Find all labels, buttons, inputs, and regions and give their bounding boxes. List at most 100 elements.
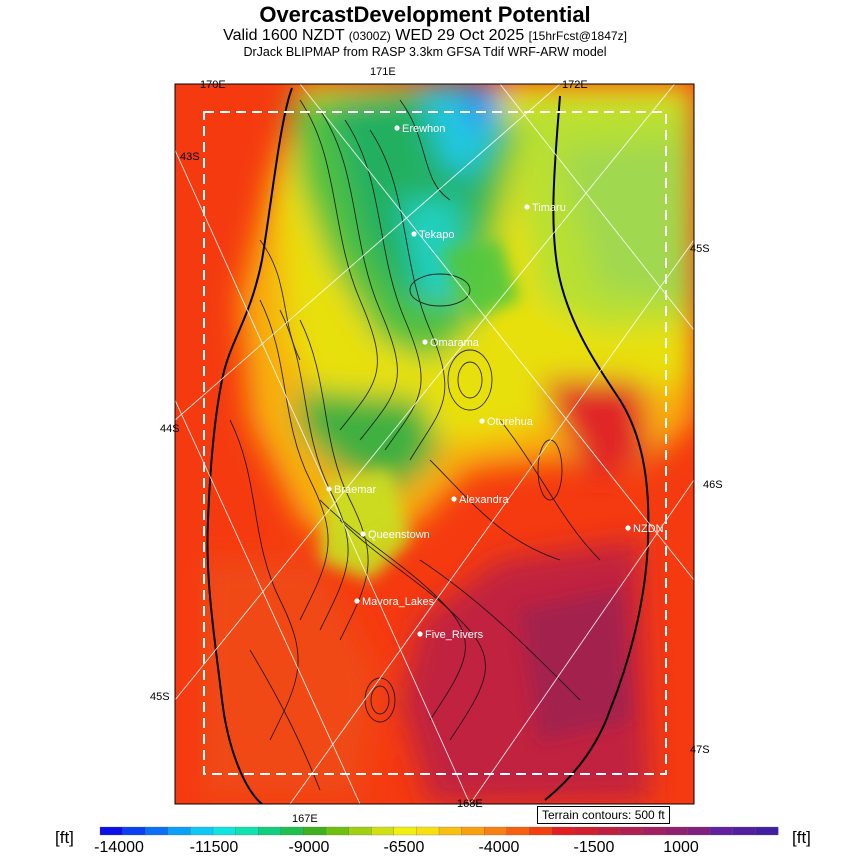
map-frame xyxy=(174,83,695,805)
colorbar-swatch xyxy=(506,826,530,836)
colorbar-swatch xyxy=(99,826,124,836)
city-label: NZDN xyxy=(633,523,664,535)
valid-time: Valid 1600 NZDT (0300Z) WED 29 Oct 2025 … xyxy=(0,27,850,45)
city-queenstown: Queenstown xyxy=(360,529,430,541)
city-label: Alexandra xyxy=(459,494,509,506)
lon-label-168e: 168E xyxy=(457,798,483,810)
lat-label-43s: 43S xyxy=(180,151,200,163)
colorbar-label-3: -9000 xyxy=(289,839,330,856)
colorbar-label-7: 1000 xyxy=(663,839,699,856)
city-markers: Erewhon Timaru Tekapo Omarama Oturehua Braema… xyxy=(326,123,664,641)
colorbar-label-5: -4000 xyxy=(479,839,520,856)
city-braemar: Braemar xyxy=(326,484,377,496)
city-tekapo: Tekapo xyxy=(411,229,454,241)
city-label: Omarama xyxy=(430,337,480,349)
colorbar-swatch xyxy=(212,826,237,836)
colorbar-unit-right: [ft] xyxy=(792,828,811,847)
lat-label-45s-left: 45S xyxy=(150,691,170,703)
city-label: Queenstown xyxy=(368,529,430,541)
colorbar-swatch xyxy=(258,826,282,836)
city-dot xyxy=(625,525,631,531)
colorbar-swatch xyxy=(619,826,643,836)
terrain-contours xyxy=(229,99,601,791)
colorbar-swatch xyxy=(597,826,621,836)
colorbar xyxy=(99,826,779,836)
lon-label-171e: 171E xyxy=(370,66,396,78)
colorbar-swatch xyxy=(167,826,191,836)
colorbar-swatch xyxy=(732,826,756,836)
lat-label-46s: 46S xyxy=(703,479,723,491)
city-five-rivers: Five_Rivers xyxy=(417,629,484,641)
city-label: Erewhon xyxy=(402,123,445,135)
city-dot xyxy=(394,125,400,131)
lat-label-45s-right: 45S xyxy=(690,243,710,255)
colorbar-swatch xyxy=(122,826,146,836)
colorbar-swatch xyxy=(710,826,734,836)
colorbar-swatch xyxy=(664,826,689,836)
valid-prefix: Valid 1600 NZDT xyxy=(223,27,345,44)
model-info: DrJack BLIPMAP from RASP 3.3km GFSA Tdif… xyxy=(243,45,607,59)
city-label: Timaru xyxy=(532,202,566,214)
colorbar-swatch xyxy=(371,826,395,836)
colorbar-label-2: -11500 xyxy=(190,839,239,856)
colorbar-swatch xyxy=(687,826,711,836)
city-dot xyxy=(411,231,417,237)
city-dot xyxy=(479,418,485,424)
colorbar-swatch xyxy=(484,826,508,836)
city-label: Five_Rivers xyxy=(425,629,484,641)
city-dot xyxy=(451,496,457,502)
colorbar-labels: -14000 -11500 -9000 -6500 -4000 -1500 10… xyxy=(94,839,699,856)
colorbar-swatch xyxy=(280,826,304,836)
colorbar-unit-left: [ft] xyxy=(55,828,74,847)
city-dot xyxy=(360,531,366,537)
forecast-info: [15hrFcst@1847z] xyxy=(528,29,627,43)
colorbar-swatch xyxy=(325,826,350,836)
lon-label-167e: 167E xyxy=(292,813,318,825)
city-label: Tekapo xyxy=(419,229,454,241)
city-mavora-lakes: Mavora_Lakes xyxy=(354,596,435,608)
city-omarama: Omarama xyxy=(422,337,480,349)
valid-date: WED 29 Oct 2025 xyxy=(395,27,525,44)
colorbar-label-6: -1500 xyxy=(574,839,615,856)
city-alexandra: Alexandra xyxy=(451,494,509,506)
lat-lon-grid xyxy=(175,84,694,804)
city-dot xyxy=(524,204,530,210)
city-label: Oturehua xyxy=(487,416,534,428)
colorbar-swatch xyxy=(145,826,169,836)
lon-label-172e: 172E xyxy=(562,79,588,91)
colorbar-swatch xyxy=(303,826,327,836)
colorbar-swatch xyxy=(348,826,372,836)
colorbar-swatch xyxy=(574,826,598,836)
colorbar-swatch xyxy=(190,826,214,836)
city-timaru: Timaru xyxy=(524,202,566,214)
colorbar-label-1: -14000 xyxy=(94,839,144,856)
colorbar-swatch xyxy=(235,826,259,836)
field-layer xyxy=(175,84,694,804)
city-nzdn: NZDN xyxy=(625,523,664,535)
colorbar-swatch xyxy=(551,826,576,836)
colorbar-swatch xyxy=(755,826,779,836)
city-oturehua: Oturehua xyxy=(479,416,534,428)
lon-label-170e: 170E xyxy=(200,79,226,91)
colorbar-swatch xyxy=(529,826,553,836)
city-label: Mavora_Lakes xyxy=(362,596,435,608)
city-dot xyxy=(417,631,423,637)
colorbar-swatch xyxy=(642,826,666,836)
city-erewhon: Erewhon xyxy=(394,123,445,135)
chart-title: OvercastDevelopment Potential xyxy=(259,2,591,27)
colorbar-swatch xyxy=(461,826,485,836)
lat-label-44s: 44S xyxy=(160,423,180,435)
colorbar-swatch xyxy=(416,826,440,836)
city-label: Braemar xyxy=(334,484,377,496)
terrain-contours-legend: Terrain contours: 500 ft xyxy=(537,806,670,824)
lat-label-47s: 47S xyxy=(690,744,710,756)
city-dot xyxy=(354,598,360,604)
inner-domain-box xyxy=(203,111,667,775)
city-dot xyxy=(326,486,332,492)
colorbar-swatch xyxy=(393,826,417,836)
valid-utc: (0300Z) xyxy=(348,29,391,43)
coastline xyxy=(206,87,650,804)
colorbar-label-4: -6500 xyxy=(384,839,425,856)
city-dot xyxy=(422,339,428,345)
